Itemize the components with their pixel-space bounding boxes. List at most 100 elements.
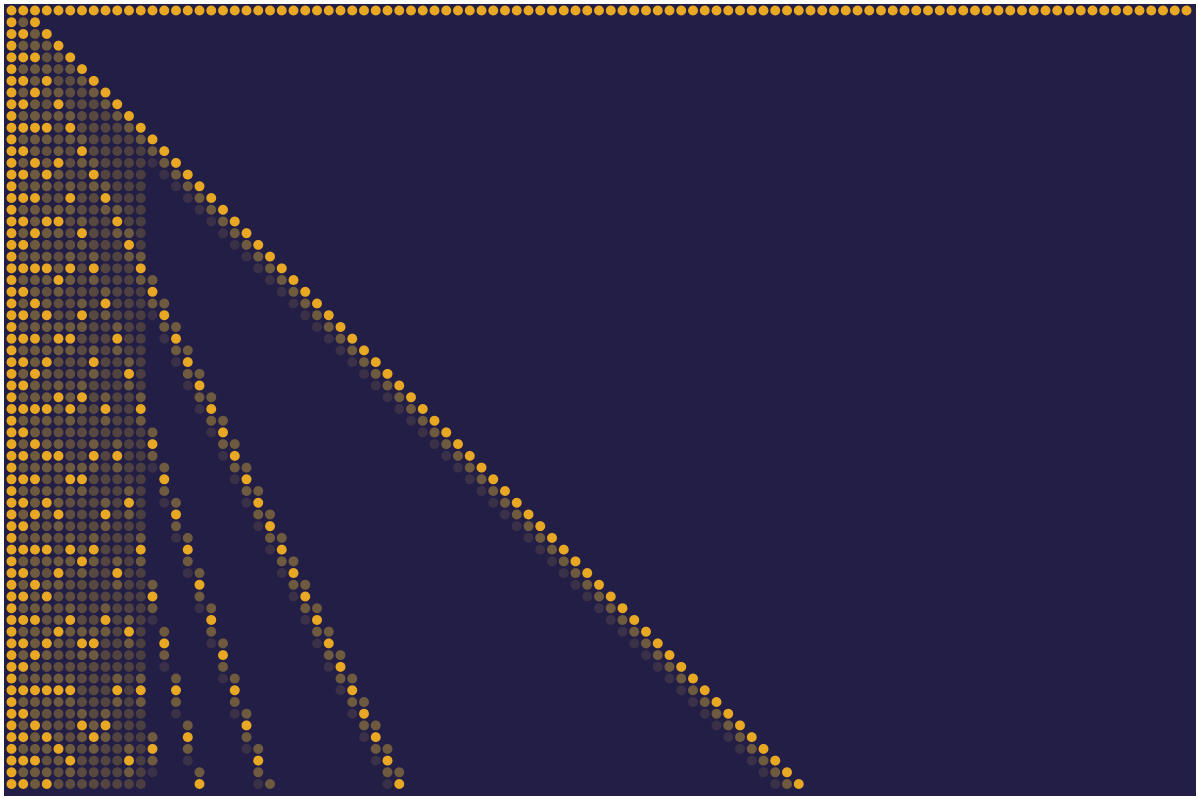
dot-mark bbox=[88, 146, 99, 157]
dot-mark bbox=[206, 603, 217, 614]
dot-mark bbox=[699, 685, 710, 696]
dot-mark bbox=[77, 110, 87, 121]
dot-mark bbox=[53, 732, 64, 743]
dot-mark bbox=[88, 368, 99, 379]
dot-mark bbox=[347, 708, 358, 719]
dot-mark bbox=[41, 321, 52, 332]
dot-mark bbox=[41, 638, 52, 649]
dot-mark bbox=[664, 650, 675, 661]
dot-mark bbox=[53, 357, 64, 368]
dot-mark bbox=[41, 357, 52, 368]
dot-mark bbox=[65, 228, 76, 239]
dot-mark bbox=[735, 732, 745, 743]
dot-mark bbox=[135, 568, 146, 579]
dot-mark bbox=[723, 720, 734, 731]
dot-mark bbox=[124, 216, 134, 227]
dot-mark bbox=[53, 181, 64, 192]
dot-mark bbox=[359, 5, 369, 16]
dot-mark bbox=[6, 110, 17, 121]
dot-mark bbox=[159, 486, 170, 497]
dot-mark bbox=[53, 321, 64, 332]
dot-mark bbox=[41, 450, 52, 461]
dot-mark bbox=[394, 5, 405, 16]
dot-mark bbox=[253, 779, 264, 790]
dot-mark bbox=[464, 450, 475, 461]
dot-mark bbox=[206, 403, 217, 414]
dot-mark bbox=[135, 486, 146, 497]
dot-mark bbox=[77, 532, 87, 543]
dot-mark bbox=[53, 239, 64, 250]
dot-mark bbox=[53, 64, 64, 75]
dot-mark bbox=[18, 427, 29, 438]
dot-mark bbox=[182, 556, 193, 567]
dot-mark bbox=[53, 755, 64, 766]
dot-mark bbox=[746, 5, 757, 16]
dot-mark bbox=[65, 509, 76, 520]
dot-mark bbox=[88, 661, 99, 672]
dot-mark bbox=[171, 509, 181, 520]
dot-mark bbox=[171, 708, 181, 719]
dot-mark bbox=[30, 87, 40, 98]
dot-mark bbox=[159, 169, 170, 180]
dot-mark bbox=[18, 321, 29, 332]
dot-mark bbox=[30, 333, 40, 344]
dot-mark bbox=[100, 579, 111, 590]
dot-mark bbox=[171, 333, 181, 344]
dot-mark bbox=[570, 5, 581, 16]
dot-mark bbox=[135, 5, 146, 16]
dot-mark bbox=[88, 415, 99, 426]
dot-mark bbox=[229, 239, 240, 250]
dot-mark bbox=[112, 673, 123, 684]
dot-mark bbox=[159, 146, 170, 157]
dot-mark bbox=[594, 603, 604, 614]
dot-mark bbox=[124, 708, 134, 719]
dot-mark bbox=[429, 415, 440, 426]
dot-mark bbox=[135, 638, 146, 649]
dot-mark bbox=[6, 169, 17, 180]
dot-mark bbox=[6, 415, 17, 426]
dot-mark bbox=[30, 228, 40, 239]
dot-mark bbox=[159, 298, 170, 309]
dot-mark bbox=[6, 181, 17, 192]
dot-mark bbox=[18, 392, 29, 403]
dot-mark bbox=[417, 415, 428, 426]
dot-mark bbox=[6, 544, 17, 555]
dot-mark bbox=[30, 181, 40, 192]
dot-mark bbox=[77, 638, 87, 649]
dot-mark bbox=[629, 626, 640, 637]
dot-mark bbox=[88, 556, 99, 567]
dot-mark bbox=[18, 650, 29, 661]
dot-mark bbox=[6, 755, 17, 766]
dot-mark bbox=[77, 673, 87, 684]
dot-mark bbox=[53, 614, 64, 625]
dot-mark bbox=[18, 544, 29, 555]
dot-mark bbox=[65, 638, 76, 649]
dot-mark bbox=[77, 462, 87, 473]
dot-mark bbox=[206, 5, 217, 16]
dot-mark bbox=[135, 696, 146, 707]
dot-mark bbox=[30, 286, 40, 297]
dot-mark bbox=[206, 204, 217, 215]
dot-mark bbox=[112, 146, 123, 157]
dot-mark bbox=[147, 614, 158, 625]
dot-mark bbox=[6, 380, 17, 391]
dot-mark bbox=[253, 263, 264, 274]
dot-mark bbox=[88, 333, 99, 344]
dot-mark bbox=[53, 146, 64, 157]
dot-mark bbox=[6, 122, 17, 133]
dot-mark bbox=[65, 333, 76, 344]
dot-mark bbox=[229, 439, 240, 450]
dot-mark bbox=[359, 708, 369, 719]
dot-mark bbox=[100, 169, 111, 180]
dot-mark bbox=[171, 673, 181, 684]
dot-mark bbox=[30, 650, 40, 661]
dot-mark bbox=[171, 321, 181, 332]
dot-mark bbox=[18, 415, 29, 426]
dot-mark bbox=[30, 403, 40, 414]
dot-mark bbox=[1017, 5, 1027, 16]
dot-mark bbox=[65, 99, 76, 110]
dot-mark bbox=[65, 392, 76, 403]
dot-mark bbox=[288, 286, 299, 297]
dot-mark bbox=[135, 755, 146, 766]
dot-mark bbox=[53, 767, 64, 778]
